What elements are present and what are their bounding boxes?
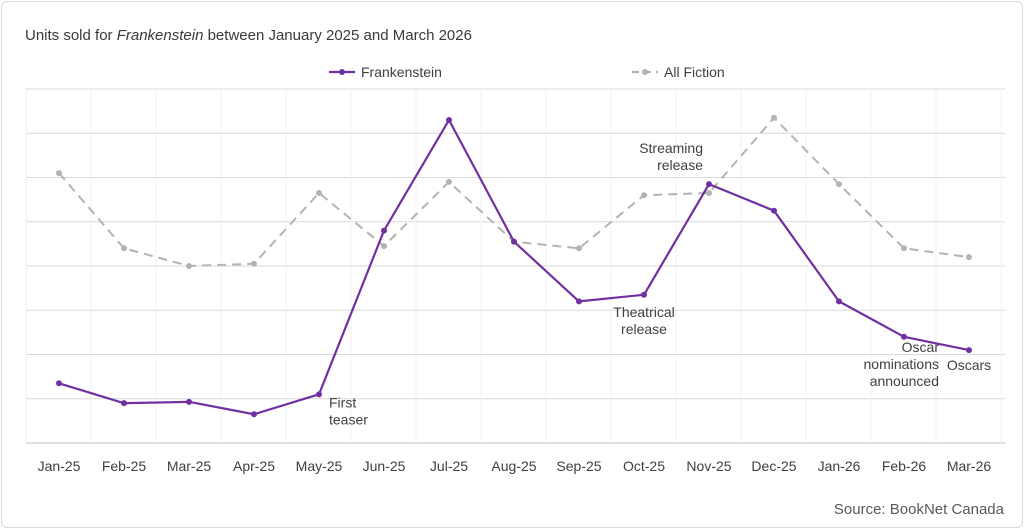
- annotation-streaming-release: Streaming release: [639, 140, 703, 173]
- x-tick-label: Mar-25: [167, 458, 212, 474]
- series-line-frankenstein: [58, 118, 970, 416]
- x-tick-label: Sep-25: [556, 458, 601, 474]
- annotation-line: announced: [870, 373, 939, 389]
- x-tick-label: Apr-25: [233, 458, 275, 474]
- annotation-line: Oscar: [902, 339, 940, 355]
- series-frankenstein: [56, 116, 972, 418]
- data-point-all-fiction: [966, 254, 972, 261]
- data-point-frankenstein: [251, 411, 257, 418]
- legend-marker-frankenstein: [339, 69, 345, 75]
- gridlines: [25, 88, 1005, 444]
- data-point-all-fiction: [381, 243, 387, 250]
- series-layer: [56, 114, 972, 418]
- data-point-all-fiction: [186, 263, 192, 269]
- data-point-frankenstein: [641, 291, 647, 298]
- legend-item-frankenstein: Frankenstein: [329, 64, 442, 80]
- data-point-all-fiction: [771, 114, 777, 121]
- data-point-frankenstein: [446, 116, 452, 123]
- legend-label-frankenstein: Frankenstein: [361, 64, 442, 80]
- data-point-frankenstein: [771, 207, 777, 214]
- data-point-all-fiction: [121, 245, 127, 252]
- annotation-line: teaser: [329, 411, 368, 427]
- annotation-first-teaser: First teaser: [329, 394, 368, 427]
- x-tick-label: May-25: [296, 458, 343, 474]
- legend-marker-all-fiction: [642, 69, 648, 75]
- data-point-frankenstein: [836, 298, 842, 305]
- annotation-theatrical-release: Theatrical release: [613, 304, 674, 337]
- x-tick-label: Jan-26: [818, 458, 861, 474]
- source-note: Source: BookNet Canada: [834, 501, 1005, 518]
- annotation-line: Oscars: [947, 357, 991, 373]
- x-tick-label: Mar-26: [947, 458, 992, 474]
- x-tick-label: Jan-25: [38, 458, 81, 474]
- data-point-frankenstein: [966, 347, 972, 354]
- x-tick-label: Feb-25: [102, 458, 147, 474]
- annotation-line: release: [621, 321, 667, 337]
- data-point-all-fiction: [576, 245, 582, 252]
- x-axis-tick-labels: Jan-25 Feb-25 Mar-25 Apr-25 May-25 Jun-25 Jul-…: [38, 458, 992, 474]
- data-point-all-fiction: [641, 192, 647, 199]
- legend-label-all-fiction: All Fiction: [664, 64, 725, 80]
- data-point-frankenstein: [381, 227, 387, 234]
- data-point-frankenstein: [706, 181, 712, 188]
- annotation-line: Streaming: [639, 140, 703, 156]
- annotation-line: Theatrical: [613, 304, 674, 320]
- annotation-line: First: [329, 394, 356, 410]
- x-tick-label: Nov-25: [686, 458, 731, 474]
- series-all-fiction: [56, 114, 972, 269]
- legend: Frankenstein All Fiction: [329, 64, 725, 80]
- annotation-line: nominations: [864, 356, 940, 372]
- annotation-line: release: [657, 157, 703, 173]
- x-tick-label: Jul-25: [430, 458, 468, 474]
- data-point-all-fiction: [56, 170, 62, 177]
- x-tick-label: Oct-25: [623, 458, 665, 474]
- chart-title: Units sold for Frankenstein between Janu…: [25, 27, 472, 44]
- data-point-all-fiction: [836, 181, 842, 188]
- data-point-all-fiction: [316, 189, 322, 196]
- data-point-frankenstein: [576, 298, 582, 305]
- data-point-frankenstein: [511, 238, 517, 245]
- x-tick-label: Feb-26: [882, 458, 927, 474]
- x-tick-label: Dec-25: [751, 458, 796, 474]
- annotation-oscar-nominations-announced: Oscar nominations announced: [864, 339, 940, 389]
- data-point-frankenstein: [316, 391, 322, 398]
- data-point-frankenstein: [901, 333, 907, 340]
- legend-item-all-fiction: All Fiction: [632, 64, 725, 80]
- data-point-all-fiction: [251, 260, 257, 267]
- data-point-frankenstein: [121, 400, 127, 407]
- data-point-all-fiction: [901, 245, 907, 252]
- data-point-frankenstein: [186, 398, 192, 405]
- data-point-all-fiction: [446, 178, 452, 185]
- x-tick-label: Aug-25: [491, 458, 536, 474]
- data-point-frankenstein: [56, 380, 62, 387]
- annotation-oscars: Oscars: [947, 357, 991, 373]
- data-point-all-fiction: [706, 189, 712, 196]
- x-tick-label: Jun-25: [363, 458, 406, 474]
